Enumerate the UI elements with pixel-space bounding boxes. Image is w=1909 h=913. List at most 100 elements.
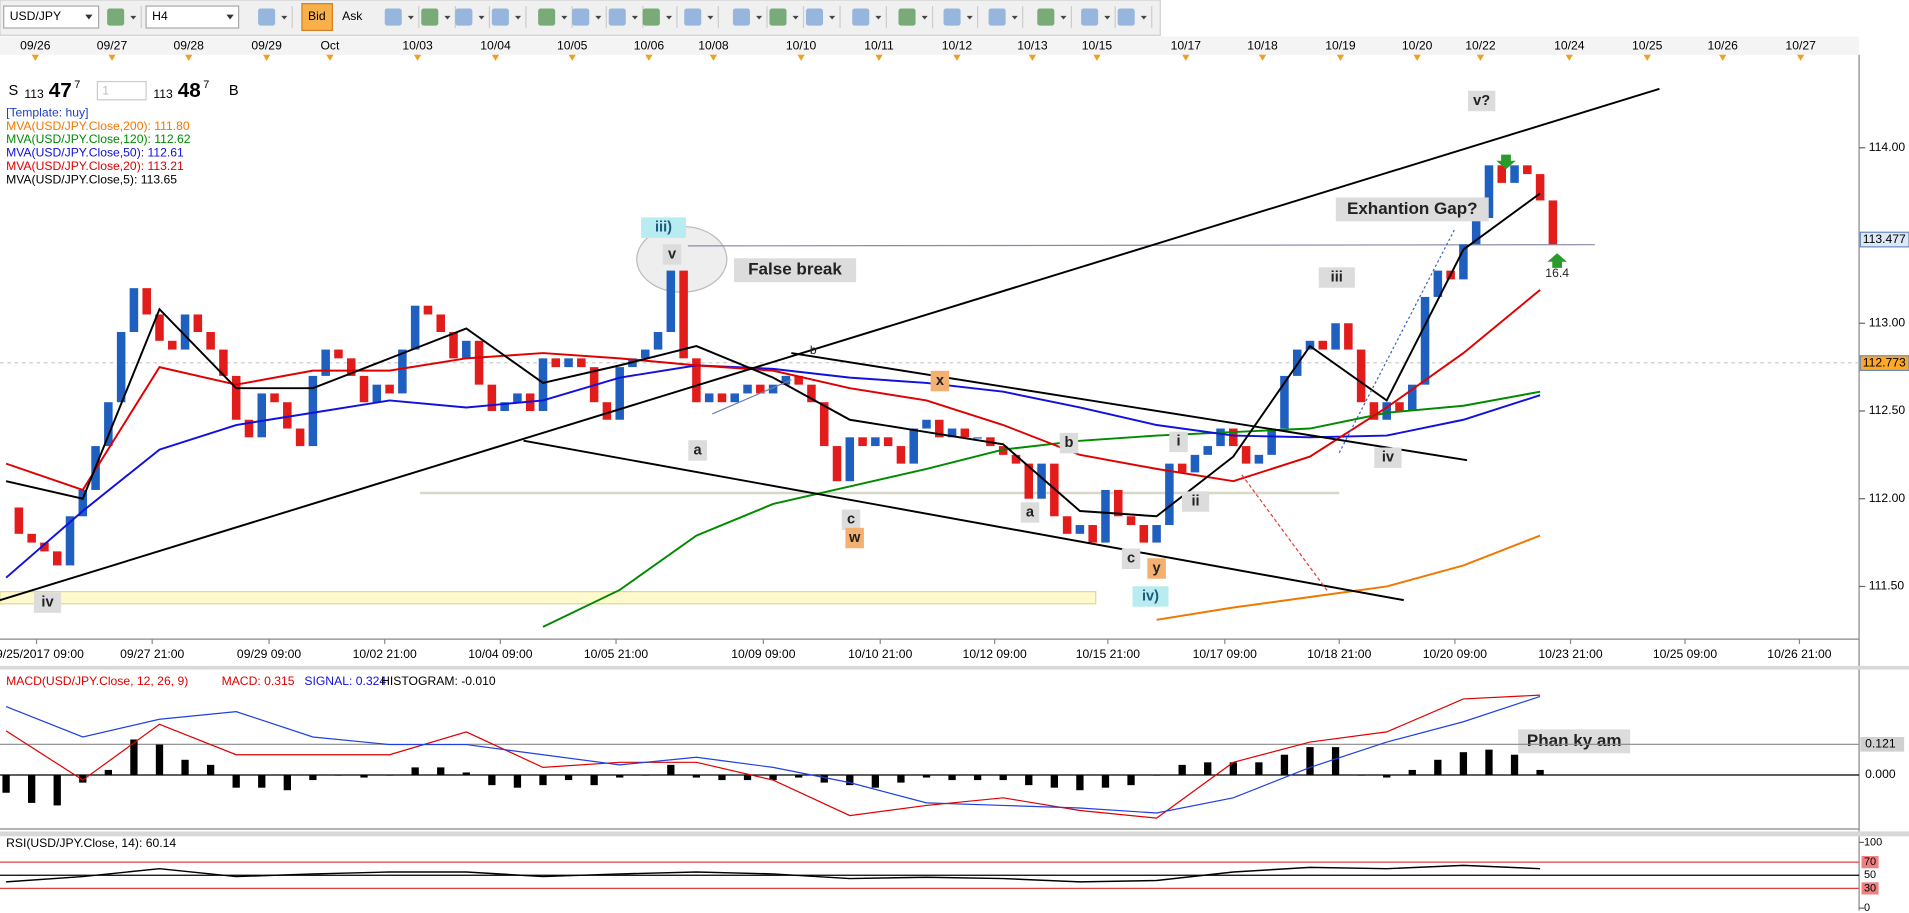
candle — [398, 349, 407, 394]
candle — [1075, 525, 1085, 534]
icon — [258, 8, 276, 26]
dropdown-arrow — [595, 15, 602, 20]
candle — [1241, 446, 1251, 464]
toolbar-button[interactable] — [988, 8, 1018, 26]
histogram-bar — [999, 775, 1007, 781]
icon — [684, 8, 702, 26]
annotation: iv — [41, 594, 54, 610]
histogram-bar — [743, 775, 752, 781]
toolbar-button[interactable] — [491, 8, 522, 26]
buy-big: 113 — [153, 87, 173, 101]
price-label-box — [1859, 355, 1909, 371]
candle — [1356, 349, 1366, 403]
candle — [500, 402, 509, 411]
histogram-bar — [437, 767, 445, 776]
toolbar-button[interactable] — [769, 8, 799, 26]
histogram-bar — [1255, 762, 1263, 776]
symbol-combo[interactable] — [3, 5, 100, 29]
moving-average — [5, 364, 1541, 579]
price-label: 113.477 — [1863, 232, 1906, 246]
candle — [1062, 516, 1072, 534]
toolbar-button[interactable] — [258, 8, 288, 26]
candle — [807, 384, 816, 403]
candle — [270, 393, 279, 403]
candle — [321, 349, 330, 376]
toolbar-button[interactable] — [538, 8, 568, 26]
candle — [845, 437, 855, 482]
toolbar-button[interactable] — [1117, 8, 1147, 26]
histogram-bar — [1204, 762, 1212, 776]
histogram-bar — [769, 775, 777, 781]
toolbar-button[interactable] — [642, 8, 673, 26]
dropdown-arrow — [792, 15, 799, 20]
date-label: 10/12 — [942, 38, 973, 52]
trendline — [0, 87, 1660, 602]
dropdown-arrow — [85, 14, 93, 20]
histogram-bar — [53, 775, 61, 806]
candle — [1101, 489, 1110, 543]
candle — [423, 305, 433, 315]
toolbar-button[interactable] — [608, 8, 638, 26]
candle — [129, 288, 139, 333]
buy-label[interactable]: B — [229, 83, 239, 99]
toolbar-button[interactable] — [384, 8, 414, 26]
candle — [334, 349, 343, 359]
candle — [1037, 463, 1046, 499]
toolbar-button[interactable] — [732, 8, 763, 26]
toolbar-button[interactable] — [1081, 8, 1111, 26]
candle — [935, 419, 944, 438]
candle — [768, 384, 778, 394]
candle — [653, 332, 663, 350]
histogram-bar — [1434, 759, 1442, 776]
moving-average — [5, 192, 1541, 518]
toolbar-button[interactable] — [421, 8, 451, 26]
annotation: iv) — [1142, 588, 1159, 604]
histogram-bar — [922, 775, 931, 778]
candle — [781, 375, 791, 385]
legend-entry: MVA(USD/JPY.Close,5): 113.65 — [6, 172, 177, 186]
bid-button[interactable] — [301, 3, 333, 32]
annotation: a — [1026, 504, 1035, 520]
date-marker — [326, 54, 334, 61]
sell-label[interactable]: S — [9, 83, 19, 99]
date-marker — [1719, 54, 1727, 61]
time-label: 10/02 21:00 — [353, 647, 417, 661]
toolbar-button[interactable] — [455, 8, 485, 26]
histogram-bar — [641, 775, 649, 776]
histogram-bar — [1459, 752, 1468, 776]
candle — [1523, 165, 1532, 175]
toolbar-button[interactable] — [852, 8, 882, 26]
toolbar-button[interactable] — [898, 8, 928, 26]
candle — [1139, 525, 1149, 543]
candle — [896, 446, 906, 464]
candle — [909, 428, 918, 464]
toolbar-button[interactable] — [107, 8, 137, 26]
support-zone — [0, 591, 1097, 605]
histogram-bar — [692, 775, 701, 778]
candle — [1459, 244, 1468, 280]
lot-input[interactable] — [96, 80, 147, 101]
toolbar-button[interactable] — [943, 8, 973, 26]
toolbar-button[interactable] — [684, 8, 714, 26]
time-label: 10/12 09:00 — [963, 647, 1027, 661]
toolbar-button[interactable] — [1037, 8, 1067, 26]
candle — [1088, 525, 1097, 543]
icon — [988, 8, 1006, 26]
macd-line — [5, 694, 1541, 819]
toolbar-button[interactable] — [572, 8, 602, 26]
candle — [1535, 174, 1545, 201]
dropdown-arrow — [921, 15, 928, 20]
timeframe-combo[interactable] — [145, 5, 240, 29]
icon — [898, 8, 916, 26]
candle — [155, 314, 164, 341]
annotation-box — [1147, 558, 1166, 579]
histogram-bar — [385, 775, 394, 776]
annotation-box — [662, 244, 682, 265]
dropdown-arrow — [478, 15, 485, 20]
toolbar-button[interactable] — [805, 8, 836, 26]
candle — [1420, 296, 1430, 385]
time-label: 10/09 09:00 — [731, 647, 795, 661]
ask[interactable]: Ask — [342, 9, 363, 23]
buy-frac: 7 — [203, 79, 209, 91]
date-marker — [1028, 54, 1037, 61]
